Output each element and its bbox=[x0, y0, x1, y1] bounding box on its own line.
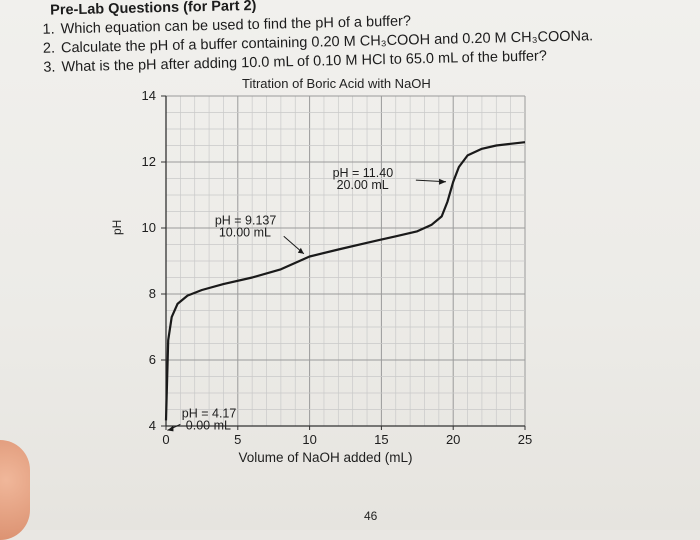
y-tick-label: 4 bbox=[149, 418, 156, 433]
x-tick-label: 10 bbox=[302, 432, 316, 447]
x-tick-label: 0 bbox=[162, 432, 169, 447]
annotation-equivalence-arrowhead bbox=[439, 178, 447, 185]
annotation-equivalence-volume-text: 20.00 mL bbox=[337, 178, 389, 192]
x-tick-label: 5 bbox=[234, 432, 241, 447]
thumb bbox=[0, 440, 30, 540]
x-axis-label: Volume of NaOH added (mL) bbox=[238, 450, 412, 465]
annotation-start-ph-text: pH = 4.17 bbox=[182, 406, 237, 420]
annotation-start-arrowhead bbox=[167, 425, 174, 432]
y-tick-label: 12 bbox=[142, 154, 156, 169]
page-number: 46 bbox=[364, 509, 378, 523]
y-tick-label: 6 bbox=[149, 352, 156, 367]
x-tick-label: 15 bbox=[374, 432, 388, 447]
annotation-half-volume-text: 10.00 mL bbox=[219, 226, 271, 240]
x-tick-label: 20 bbox=[446, 432, 460, 447]
annotation-half-ph-text: pH = 9.137 bbox=[215, 214, 277, 228]
titration-curve bbox=[164, 141, 526, 421]
y-tick-label: 10 bbox=[142, 220, 156, 235]
chart-title: Titration of Boric Acid with NaOH bbox=[242, 76, 431, 91]
annotation-start-volume-text: 0.00 mL bbox=[186, 418, 231, 432]
annotation-half-arrowhead bbox=[297, 247, 304, 254]
annotation-equivalence-ph-text: pH = 11.40 bbox=[333, 166, 394, 180]
y-tick-label: 14 bbox=[142, 88, 156, 103]
x-tick-label: 25 bbox=[518, 432, 532, 447]
y-tick-label: 8 bbox=[149, 286, 156, 301]
